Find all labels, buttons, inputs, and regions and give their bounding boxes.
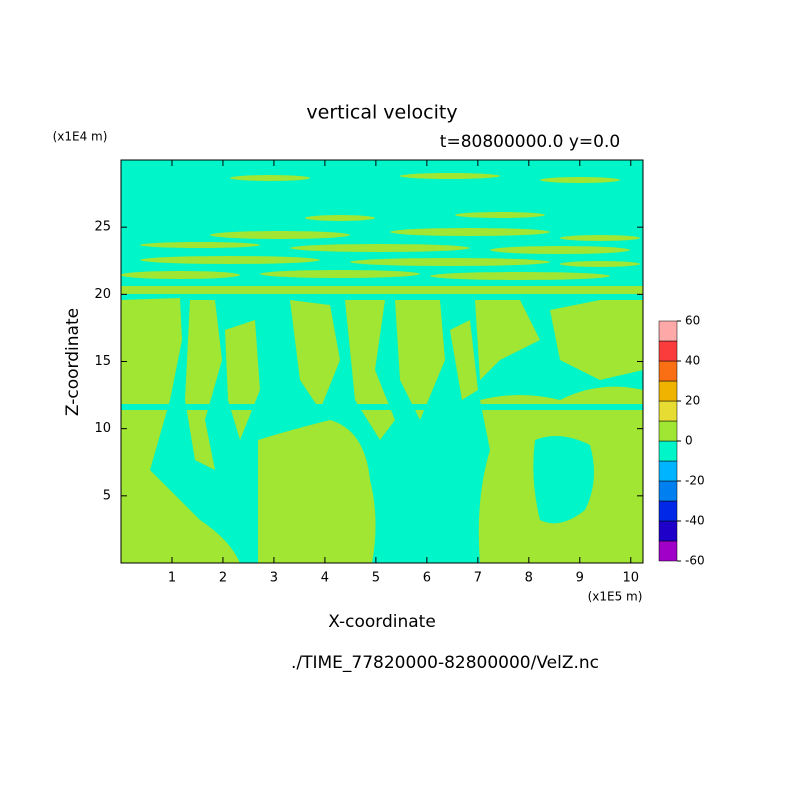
chart-title: vertical velocity (306, 102, 457, 124)
x-tick-label: 8 (525, 571, 533, 586)
x-tick-label: 5 (372, 571, 380, 586)
y-axis-label: Z-coordinate (63, 308, 83, 416)
x-tick-label: 9 (576, 571, 584, 586)
colorbar-segment (658, 480, 678, 502)
x-tick-label: 7 (474, 571, 482, 586)
y-tick-label: 10 (94, 421, 111, 436)
y-tick-label: 5 (103, 488, 111, 503)
y-unit: (x1E4 m) (53, 130, 108, 144)
colorbar-segment (658, 420, 678, 442)
y-tick-label: 20 (94, 287, 111, 302)
colorbar-label: 20 (685, 394, 700, 408)
x-tick-label: 6 (423, 571, 431, 586)
colorbar-segment (658, 440, 678, 462)
x-unit: (x1E5 m) (588, 590, 643, 604)
y-tick-label: 15 (94, 354, 111, 369)
x-axis-label: X-coordinate (328, 612, 436, 632)
colorbar-segment (658, 380, 678, 402)
positive-regions (121, 173, 643, 563)
colorbar-segment (658, 340, 678, 362)
x-tick-label: 1 (168, 571, 176, 586)
colorbar-segment (658, 540, 678, 562)
source-file: ./TIME_77820000-82800000/VelZ.nc (291, 653, 599, 673)
x-tick-label: 2 (219, 571, 227, 586)
contour-field (121, 160, 643, 563)
colorbar-label: 0 (685, 434, 693, 448)
chart-subtitle: t=80800000.0 y=0.0 (440, 132, 620, 152)
colorbar-segment (658, 460, 678, 482)
x-tick-label: 10 (622, 571, 639, 586)
x-tick-label: 3 (270, 571, 278, 586)
x-tick-label: 4 (321, 571, 329, 586)
colorbar-label: -20 (685, 474, 705, 488)
colorbar-label: -40 (685, 514, 705, 528)
colorbar-segment (658, 500, 678, 522)
colorbar-label: 60 (685, 314, 700, 328)
colorbar-segment (658, 320, 678, 342)
colorbar-segment (658, 360, 678, 382)
y-tick-label: 25 (94, 220, 111, 235)
colorbar-segment (658, 520, 678, 542)
negative-regions (121, 404, 643, 524)
colorbar-label: 40 (685, 354, 700, 368)
colorbar-segment (658, 400, 678, 422)
colorbar-label: -60 (685, 554, 705, 568)
